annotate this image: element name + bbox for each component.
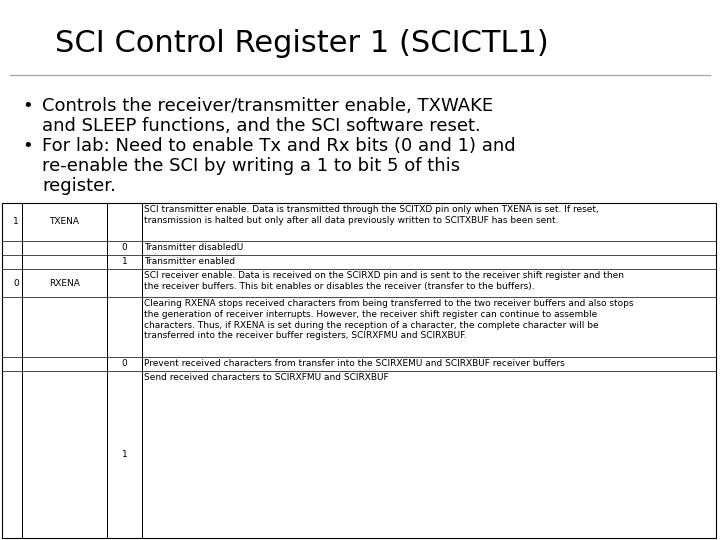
Text: TXENA: TXENA [50,218,79,226]
Text: Controls the receiver/transmitter enable, TXWAKE: Controls the receiver/transmitter enable… [42,97,493,115]
Text: 1: 1 [122,258,127,267]
Text: RXENA: RXENA [49,279,80,287]
Text: Transmitter disabledU: Transmitter disabledU [144,243,243,252]
Text: Prevent received characters from transfer into the SCIRXEMU and SCIRXBUF receive: Prevent received characters from transfe… [144,359,564,368]
Text: 0: 0 [13,279,19,287]
Text: Transmitter enabled: Transmitter enabled [144,257,235,266]
Text: and SLEEP functions, and the SCI software reset.: and SLEEP functions, and the SCI softwar… [42,117,481,135]
Text: SCI transmitter enable. Data is transmitted through the SCITXD pin only when TXE: SCI transmitter enable. Data is transmit… [144,205,599,225]
Text: SCI Control Register 1 (SCICTL1): SCI Control Register 1 (SCICTL1) [55,29,549,57]
Text: For lab: Need to enable Tx and Rx bits (0 and 1) and: For lab: Need to enable Tx and Rx bits (… [42,137,516,155]
Text: •: • [22,97,32,115]
Text: 1: 1 [122,450,127,459]
Text: 0: 0 [122,244,127,253]
Text: 1: 1 [13,218,19,226]
Text: register.: register. [42,177,116,195]
Text: re-enable the SCI by writing a 1 to bit 5 of this: re-enable the SCI by writing a 1 to bit … [42,157,460,175]
Text: SCI receiver enable. Data is received on the SCIRXD pin and is sent to the recei: SCI receiver enable. Data is received on… [144,271,624,291]
Text: 0: 0 [122,360,127,368]
Text: •: • [22,137,32,155]
Text: Send received characters to SCIRXFMU and SCIRXBUF: Send received characters to SCIRXFMU and… [144,373,389,382]
Bar [2,203,716,538]
Text: Clearing RXENA stops received characters from being transferred to the two recei: Clearing RXENA stops received characters… [144,299,634,340]
